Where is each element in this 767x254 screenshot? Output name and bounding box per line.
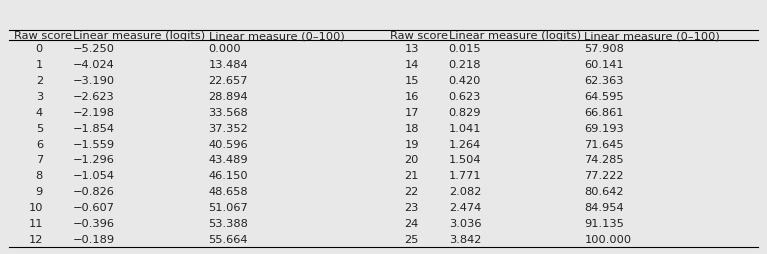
Text: 53.388: 53.388 bbox=[209, 218, 249, 228]
Text: 48.658: 48.658 bbox=[209, 186, 249, 197]
Text: 64.595: 64.595 bbox=[584, 91, 624, 102]
Text: 91.135: 91.135 bbox=[584, 218, 624, 228]
Text: 3.036: 3.036 bbox=[449, 218, 481, 228]
Text: 4: 4 bbox=[36, 107, 43, 117]
Text: 46.150: 46.150 bbox=[209, 171, 249, 181]
Text: 15: 15 bbox=[404, 76, 419, 86]
Text: 43.489: 43.489 bbox=[209, 155, 249, 165]
Text: 62.363: 62.363 bbox=[584, 76, 624, 86]
Text: 66.861: 66.861 bbox=[584, 107, 624, 117]
Text: 18: 18 bbox=[404, 123, 419, 133]
Text: 0.420: 0.420 bbox=[449, 76, 481, 86]
Text: 60.141: 60.141 bbox=[584, 60, 624, 70]
Text: −0.607: −0.607 bbox=[73, 202, 115, 212]
Text: 23: 23 bbox=[404, 202, 419, 212]
Text: −1.559: −1.559 bbox=[73, 139, 115, 149]
Text: 7: 7 bbox=[36, 155, 43, 165]
Text: 0.623: 0.623 bbox=[449, 91, 481, 102]
Text: −5.250: −5.250 bbox=[73, 44, 115, 54]
Text: 33.568: 33.568 bbox=[209, 107, 249, 117]
Text: 2.474: 2.474 bbox=[449, 202, 481, 212]
Text: −1.854: −1.854 bbox=[73, 123, 115, 133]
Text: 8: 8 bbox=[36, 171, 43, 181]
Text: 11: 11 bbox=[28, 218, 43, 228]
Text: 0.218: 0.218 bbox=[449, 60, 481, 70]
Text: 22: 22 bbox=[404, 186, 419, 197]
Text: −4.024: −4.024 bbox=[73, 60, 114, 70]
Text: 55.664: 55.664 bbox=[209, 234, 248, 244]
Text: 100.000: 100.000 bbox=[584, 234, 631, 244]
Text: 5: 5 bbox=[36, 123, 43, 133]
Text: 20: 20 bbox=[404, 155, 419, 165]
Text: 14: 14 bbox=[404, 60, 419, 70]
Text: Linear measure (logits): Linear measure (logits) bbox=[449, 31, 581, 41]
Text: 0.015: 0.015 bbox=[449, 44, 482, 54]
Text: Linear measure (logits): Linear measure (logits) bbox=[73, 31, 205, 41]
Text: 0.000: 0.000 bbox=[209, 44, 242, 54]
Text: 13.484: 13.484 bbox=[209, 60, 249, 70]
Text: 1.264: 1.264 bbox=[449, 139, 481, 149]
Text: 6: 6 bbox=[36, 139, 43, 149]
Text: 84.954: 84.954 bbox=[584, 202, 624, 212]
Text: 12: 12 bbox=[28, 234, 43, 244]
Text: 69.193: 69.193 bbox=[584, 123, 624, 133]
Text: 21: 21 bbox=[404, 171, 419, 181]
Text: −2.198: −2.198 bbox=[73, 107, 115, 117]
Text: 1.771: 1.771 bbox=[449, 171, 482, 181]
Text: −0.396: −0.396 bbox=[73, 218, 115, 228]
Text: 24: 24 bbox=[404, 218, 419, 228]
Text: 13: 13 bbox=[404, 44, 419, 54]
Text: −1.296: −1.296 bbox=[73, 155, 115, 165]
Text: −3.190: −3.190 bbox=[73, 76, 115, 86]
Text: Linear measure (0–100): Linear measure (0–100) bbox=[584, 31, 720, 41]
Text: 71.645: 71.645 bbox=[584, 139, 624, 149]
Text: 0: 0 bbox=[36, 44, 43, 54]
Text: 25: 25 bbox=[404, 234, 419, 244]
Text: 40.596: 40.596 bbox=[209, 139, 249, 149]
Text: 80.642: 80.642 bbox=[584, 186, 624, 197]
Text: 74.285: 74.285 bbox=[584, 155, 624, 165]
Text: 9: 9 bbox=[36, 186, 43, 197]
Text: 28.894: 28.894 bbox=[209, 91, 249, 102]
Text: 1.041: 1.041 bbox=[449, 123, 481, 133]
Text: 16: 16 bbox=[404, 91, 419, 102]
Text: 19: 19 bbox=[404, 139, 419, 149]
Text: 3: 3 bbox=[36, 91, 43, 102]
Text: 51.067: 51.067 bbox=[209, 202, 249, 212]
Text: 57.908: 57.908 bbox=[584, 44, 624, 54]
Text: 3.842: 3.842 bbox=[449, 234, 481, 244]
Text: 2.082: 2.082 bbox=[449, 186, 481, 197]
Text: 0.829: 0.829 bbox=[449, 107, 481, 117]
Text: Raw score: Raw score bbox=[390, 31, 448, 41]
Text: −0.826: −0.826 bbox=[73, 186, 115, 197]
Text: 77.222: 77.222 bbox=[584, 171, 624, 181]
Text: 37.352: 37.352 bbox=[209, 123, 249, 133]
Text: 1: 1 bbox=[36, 60, 43, 70]
Text: −1.054: −1.054 bbox=[73, 171, 115, 181]
Text: −0.189: −0.189 bbox=[73, 234, 115, 244]
Text: 17: 17 bbox=[404, 107, 419, 117]
Text: 10: 10 bbox=[28, 202, 43, 212]
Text: Linear measure (0–100): Linear measure (0–100) bbox=[209, 31, 344, 41]
Text: −2.623: −2.623 bbox=[73, 91, 114, 102]
Text: Raw score: Raw score bbox=[14, 31, 72, 41]
Text: 2: 2 bbox=[36, 76, 43, 86]
Text: 22.657: 22.657 bbox=[209, 76, 248, 86]
Text: 1.504: 1.504 bbox=[449, 155, 481, 165]
